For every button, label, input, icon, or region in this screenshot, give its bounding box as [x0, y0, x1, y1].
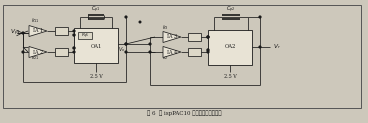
- Bar: [188, 48, 201, 56]
- Text: $k_{11}$: $k_{11}$: [31, 17, 39, 25]
- Bar: [55, 48, 68, 56]
- Polygon shape: [163, 31, 181, 43]
- Circle shape: [73, 51, 75, 53]
- Bar: [74, 28, 118, 63]
- Bar: [78, 32, 92, 39]
- Text: $V_r$: $V_r$: [273, 43, 281, 51]
- Text: $k_{21}$: $k_{21}$: [31, 54, 39, 62]
- Text: IA 3: IA 3: [167, 34, 177, 39]
- Circle shape: [259, 46, 261, 48]
- Circle shape: [259, 16, 261, 18]
- Polygon shape: [163, 46, 181, 57]
- Circle shape: [149, 51, 151, 53]
- Text: OA1: OA1: [90, 45, 102, 49]
- Bar: [55, 27, 68, 35]
- Polygon shape: [29, 25, 47, 37]
- Circle shape: [207, 36, 209, 38]
- Circle shape: [207, 49, 209, 51]
- Circle shape: [207, 36, 209, 38]
- Text: 图 6  用 ispPAC10 构成的双二阶滤波器: 图 6 用 ispPAC10 构成的双二阶滤波器: [147, 110, 221, 116]
- Text: $k_{2}$: $k_{2}$: [162, 54, 168, 62]
- Text: $R_{p1}$: $R_{p1}$: [81, 31, 89, 40]
- Text: $C_{p2}$: $C_{p2}$: [226, 5, 236, 15]
- Circle shape: [139, 21, 141, 23]
- Circle shape: [125, 51, 127, 53]
- Text: OA2: OA2: [224, 45, 236, 49]
- Circle shape: [22, 51, 24, 53]
- Text: $V_{p1}$: $V_{p1}$: [10, 28, 21, 38]
- Circle shape: [22, 32, 24, 34]
- Text: IA 1: IA 1: [33, 29, 43, 33]
- Circle shape: [125, 43, 127, 45]
- Bar: [208, 30, 252, 65]
- Text: 2.5 V: 2.5 V: [224, 74, 236, 78]
- Bar: [3, 5, 361, 108]
- Circle shape: [73, 34, 75, 36]
- Text: $k_{3}$: $k_{3}$: [162, 23, 168, 32]
- Text: $V_{o}$: $V_{o}$: [118, 46, 125, 54]
- Text: IA 2: IA 2: [33, 49, 43, 54]
- Circle shape: [73, 47, 75, 49]
- Text: IA 4: IA 4: [167, 49, 177, 54]
- Circle shape: [149, 43, 151, 45]
- Polygon shape: [29, 46, 47, 57]
- Bar: [188, 33, 201, 41]
- Circle shape: [207, 51, 209, 53]
- Text: 2.5 V: 2.5 V: [90, 74, 102, 78]
- Circle shape: [125, 16, 127, 18]
- Circle shape: [125, 43, 127, 45]
- Text: $C_{p1}$: $C_{p1}$: [91, 5, 101, 15]
- Circle shape: [73, 30, 75, 32]
